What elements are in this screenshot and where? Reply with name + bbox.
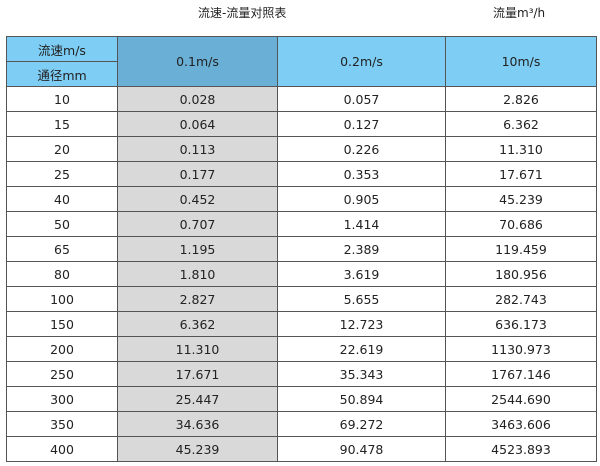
flow-cell: 45.239 [117, 436, 278, 462]
flow-cell: 11.310 [445, 136, 597, 162]
flow-cell: 0.028 [117, 86, 278, 112]
flow-cell: 0.064 [117, 111, 278, 137]
flow-cell: 0.127 [277, 111, 446, 137]
flow-cell: 17.671 [445, 161, 597, 187]
table-row: 250 17.671 35.343 1767.146 [6, 361, 597, 387]
flow-cell: 636.173 [445, 311, 597, 337]
flow-cell: 6.362 [117, 311, 278, 337]
flow-cell: 12.723 [277, 311, 446, 337]
flow-cell: 0.452 [117, 186, 278, 212]
flow-cell: 22.619 [277, 336, 446, 362]
diameter-cell: 80 [6, 261, 118, 287]
flow-cell: 1.195 [117, 236, 278, 262]
table-row: 50 0.707 1.414 70.686 [6, 211, 597, 237]
diameter-cell: 350 [6, 411, 118, 437]
table-title: 流速-流量对照表 [198, 6, 287, 20]
flow-cell: 0.226 [277, 136, 446, 162]
flow-table: 流速m/s 0.1m/s 0.2m/s 10m/s 通径mm 10 0.028 0.… [6, 36, 597, 462]
flow-cell: 3.619 [277, 261, 446, 287]
table-row: 65 1.195 2.389 119.459 [6, 236, 597, 262]
table-row: 20 0.113 0.226 11.310 [6, 136, 597, 162]
diameter-cell: 250 [6, 361, 118, 387]
diameter-cell: 300 [6, 386, 118, 412]
flow-cell: 17.671 [117, 361, 278, 387]
flow-cell: 0.057 [277, 86, 446, 112]
flow-cell: 69.272 [277, 411, 446, 437]
flow-cell: 45.239 [445, 186, 597, 212]
table-row: 15 0.064 0.127 6.362 [6, 111, 597, 137]
velocity-header: 流速m/s [6, 36, 118, 62]
flow-cell: 50.894 [277, 386, 446, 412]
diameter-cell: 20 [6, 136, 118, 162]
flow-cell: 0.905 [277, 186, 446, 212]
diameter-header: 通径mm [6, 61, 118, 87]
diameter-cell: 100 [6, 286, 118, 312]
table-row: 100 2.827 5.655 282.743 [6, 286, 597, 312]
flow-cell: 1.810 [117, 261, 278, 287]
diameter-cell: 10 [6, 86, 118, 112]
table-row: 400 45.239 90.478 4523.893 [6, 436, 597, 462]
table-row: 200 11.310 22.619 1130.973 [6, 336, 597, 362]
diameter-cell: 25 [6, 161, 118, 187]
flow-cell: 2.827 [117, 286, 278, 312]
unit-label: 流量m³/h [493, 6, 546, 20]
table-row: 80 1.810 3.619 180.956 [6, 261, 597, 287]
table-body: 10 0.028 0.057 2.826 15 0.064 0.127 6.362 20 0.11… [6, 86, 597, 462]
flow-cell: 1130.973 [445, 336, 597, 362]
diameter-cell: 15 [6, 111, 118, 137]
diameter-cell: 400 [6, 436, 118, 462]
flow-cell: 0.113 [117, 136, 278, 162]
table-row: 150 6.362 12.723 636.173 [6, 311, 597, 337]
table-row: 350 34.636 69.272 3463.606 [6, 411, 597, 437]
column-header: 0.1m/s [117, 36, 278, 87]
flow-cell: 180.956 [445, 261, 597, 287]
table-row: 40 0.452 0.905 45.239 [6, 186, 597, 212]
flow-cell: 70.686 [445, 211, 597, 237]
flow-cell: 35.343 [277, 361, 446, 387]
table-row: 300 25.447 50.894 2544.690 [6, 386, 597, 412]
flow-cell: 2544.690 [445, 386, 597, 412]
diameter-cell: 40 [6, 186, 118, 212]
flow-cell: 34.636 [117, 411, 278, 437]
flow-cell: 2.389 [277, 236, 446, 262]
flow-cell: 25.447 [117, 386, 278, 412]
table-row: 10 0.028 0.057 2.826 [6, 86, 597, 112]
flow-cell: 6.362 [445, 111, 597, 137]
flow-cell: 5.655 [277, 286, 446, 312]
column-header: 0.2m/s [277, 36, 446, 87]
diameter-cell: 50 [6, 211, 118, 237]
diameter-cell: 200 [6, 336, 118, 362]
flow-cell: 1767.146 [445, 361, 597, 387]
table-row: 25 0.177 0.353 17.671 [6, 161, 597, 187]
flow-cell: 4523.893 [445, 436, 597, 462]
diameter-cell: 65 [6, 236, 118, 262]
flow-cell: 11.310 [117, 336, 278, 362]
flow-cell: 119.459 [445, 236, 597, 262]
flow-cell: 90.478 [277, 436, 446, 462]
flow-cell: 3463.606 [445, 411, 597, 437]
column-header: 10m/s [445, 36, 597, 87]
diameter-cell: 150 [6, 311, 118, 337]
flow-cell: 1.414 [277, 211, 446, 237]
flow-cell: 0.353 [277, 161, 446, 187]
flow-cell: 282.743 [445, 286, 597, 312]
flow-cell: 0.177 [117, 161, 278, 187]
flow-cell: 2.826 [445, 86, 597, 112]
flow-cell: 0.707 [117, 211, 278, 237]
